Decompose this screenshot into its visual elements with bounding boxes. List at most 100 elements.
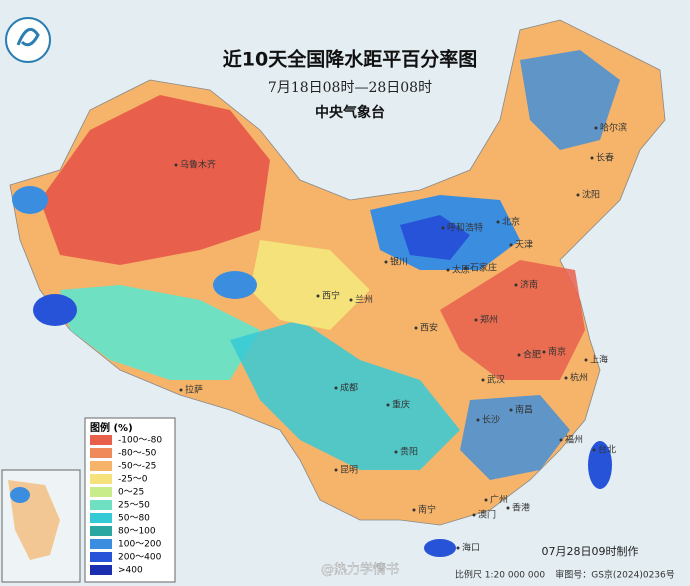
emblem [5,17,51,63]
city-label: 杭州 [570,372,588,384]
city-label: 拉萨 [185,384,203,396]
legend-swatch [90,448,112,458]
city-dot [590,156,594,160]
legend-swatch [90,435,112,445]
city-label: 武汉 [487,374,505,386]
city-label: 福州 [565,434,583,446]
city-label: 郑州 [480,314,498,326]
city-dot [414,326,418,330]
city-label: 海口 [462,542,480,554]
city-dot [456,546,460,550]
city-dot [334,386,338,390]
city-label: 银川 [390,256,408,268]
city-label: 太原 [452,264,470,276]
legend-swatch [90,513,112,523]
city-dot [316,294,320,298]
city-label: 重庆 [392,399,410,411]
watermark: @热力学情书 [321,562,399,578]
legend-label: 50～80 [118,514,150,524]
legend-label: 25～50 [118,501,150,511]
city-dot [476,418,480,422]
city-dot [334,468,338,472]
city-dot [592,448,596,452]
city-label: 昆明 [340,465,358,476]
city-label: 沈阳 [582,189,600,201]
city-dot [509,243,513,247]
city-label: 长春 [596,152,614,164]
city-dot [594,126,598,130]
city-dot [174,163,178,167]
city-dot [559,438,563,442]
legend-label: 0～25 [118,488,144,498]
city-dot [349,298,353,302]
approval: 审图号：GS京(2024)0236号 [555,569,675,581]
city-label: 香港 [512,502,530,514]
city-dot [386,403,390,407]
legend-swatch [90,461,112,471]
scale: 比例尺 1:20 000 000 [455,569,545,581]
city-dot [441,226,445,230]
city-label: 上海 [590,354,608,366]
city-label: 哈尔滨 [600,122,627,134]
made-time: 07月28日09时制作 [542,545,639,558]
city-label: 乌鲁木齐 [180,159,216,171]
legend-swatch [90,539,112,549]
legend-label: -80～-50 [118,449,157,459]
legend-label: -100～-80 [118,436,162,446]
city-label: 天津 [515,240,533,251]
city-dot [446,268,450,272]
city-label: 合肥 [523,349,541,361]
issuer: 中央气象台 [315,104,385,121]
legend-swatch [90,487,112,497]
legend-label: 100～200 [118,540,162,550]
inset-map [1,469,81,583]
city-dot [412,508,416,512]
subtitle: 7月18日08时—28日08时 [268,80,432,96]
city-label: 长沙 [482,414,500,426]
city-label: 济南 [520,279,538,291]
city-label: 贵阳 [400,446,418,458]
city-label: 成都 [340,382,358,394]
city-dot [394,450,398,454]
city-dot [542,350,546,354]
city-dot [564,376,568,380]
legend-swatch [90,500,112,510]
city-dot [384,260,388,264]
city-label: 石家庄 [470,262,497,274]
city-dot [179,388,183,392]
city-label: 广州 [490,494,508,506]
legend-label: 200～400 [118,553,162,563]
legend-swatch [90,526,112,536]
city-dot [474,318,478,322]
legend-label: -25～0 [118,475,148,485]
city-dot [481,378,485,382]
country-shape [9,19,666,557]
city-label: 南京 [548,346,566,358]
legend-swatch [90,552,112,562]
city-label: 呼和浩特 [447,222,483,234]
city-dot [484,498,488,502]
legend-swatch [90,474,112,484]
legend-label: 80～100 [118,527,156,537]
legend-title: 图例 (%) [90,421,133,434]
city-label: 澳门 [478,509,496,521]
city-label: 南宁 [418,504,436,516]
city-dot [517,353,521,357]
city-dot [576,193,580,197]
city-dot [496,220,500,224]
city-dot [509,408,513,412]
legend-swatch [90,565,112,575]
legend-label: -50～-25 [118,462,156,472]
city-dot [472,513,476,517]
city-dot [464,266,468,270]
city-label: 南昌 [515,404,533,416]
city-label: 台北 [598,444,616,456]
city-label: 北京 [502,216,520,228]
title: 近10天全国降水距平百分率图 [223,48,477,71]
legend-label: >400 [118,566,143,576]
city-dot [514,283,518,287]
city-label: 兰州 [355,294,373,306]
city-label: 西安 [420,322,438,334]
city-dot [584,358,588,362]
